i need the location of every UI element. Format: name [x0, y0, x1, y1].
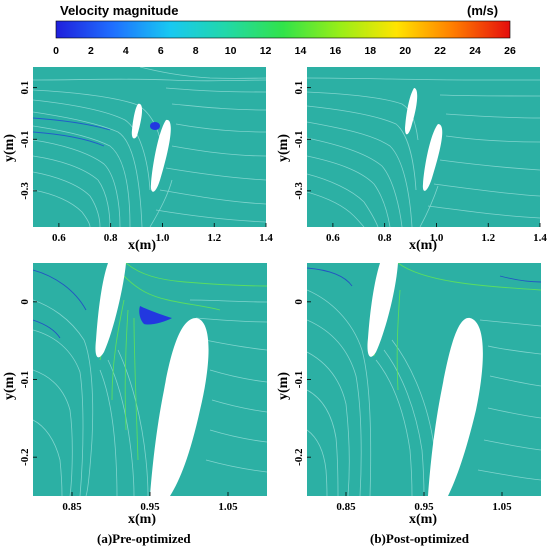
vortex-bottom-left [139, 306, 172, 325]
y-tick-label: -0.3 [19, 182, 31, 200]
plot-area-bottom-right [307, 263, 541, 496]
x-tick-label: 1.0 [156, 232, 170, 244]
streamlines-top-right [307, 77, 540, 227]
vortex-top-left [150, 122, 160, 130]
y-tick-label: -0.1 [19, 131, 31, 148]
plot-area-top-right [307, 67, 540, 227]
x-tick-label: 0.85 [62, 501, 82, 513]
xlabel-top-right: x(m) [409, 238, 437, 253]
airfoil-rear-bottom-right [428, 317, 483, 496]
x-tick-label: 1.4 [259, 232, 273, 244]
lowspeed-lines-bottom-right [307, 267, 541, 287]
x-tick-label: 1.2 [481, 232, 495, 244]
streamlines-bottom-left [33, 299, 267, 496]
panel-bottom-left: 0.85 0.95 1.05 0 -0.1 -0.2 x(m) y(m) (a)Pre-o… [2, 263, 267, 546]
xlabel-bottom-right: x(m) [409, 512, 437, 527]
colorbar-tick-label: 16 [330, 45, 342, 57]
colorbar-tick-label: 8 [193, 45, 199, 57]
y-tick-label: 0.1 [293, 81, 305, 95]
airfoil-front-bottom-left [95, 263, 126, 358]
colorbar-title: Velocity magnitude [60, 3, 178, 18]
airfoil-rear-bottom-left [150, 318, 209, 496]
x-tick-label: 1.4 [533, 232, 547, 244]
colorbar-ticks: 0 2 4 6 8 10 12 14 16 18 20 22 24 26 [53, 45, 516, 57]
colorbar-unit: (m/s) [467, 3, 498, 18]
y-tick-label: 0.1 [19, 81, 31, 95]
streamlines-bottom-right [307, 289, 541, 496]
x-tick-label: 0.8 [378, 232, 392, 244]
colorbar-tick-label: 22 [434, 45, 446, 57]
ylabel-top-right: y(m) [276, 134, 291, 162]
panel-top-right: 0.6 0.8 1.0 1.2 1.4 0.1 -0.1 -0.3 x(m) y(m) [276, 67, 547, 253]
xlabel-bottom-left: x(m) [128, 512, 156, 527]
colorbar-tick-label: 24 [469, 45, 481, 57]
airfoil-front-top-left [131, 103, 143, 139]
ticks-bottom-right: 0.85 0.95 1.05 0 -0.1 -0.2 [293, 299, 512, 513]
x-tick-label: 0.85 [336, 501, 356, 513]
x-tick-label: 1.0 [430, 232, 444, 244]
x-tick-label: 1.2 [207, 232, 221, 244]
y-tick-label: -0.2 [19, 448, 31, 466]
x-tick-label: 0.6 [326, 232, 340, 244]
colorbar-bar [55, 20, 511, 39]
lowspeed-lines-top-left [33, 117, 111, 147]
y-tick-label: 0 [19, 299, 31, 305]
airfoil-rear-top-right [422, 124, 443, 191]
airfoil-front-top-right [405, 88, 418, 135]
caption-bottom-left: (a)Pre-optimized [97, 531, 191, 546]
colorbar-tick-label: 20 [399, 45, 411, 57]
y-tick-label: -0.1 [19, 371, 31, 388]
caption-bottom-right: (b)Post-optimized [370, 531, 470, 546]
x-tick-label: 1.05 [492, 501, 512, 513]
colorbar-tick-label: 10 [225, 45, 237, 57]
y-tick-label: 0 [293, 299, 305, 305]
lowspeed-lines-bottom-left [33, 269, 87, 339]
airfoil-front-bottom-right [367, 263, 398, 357]
x-tick-label: 0.8 [104, 232, 118, 244]
plot-area-bottom-left [33, 263, 267, 496]
colorbar: Velocity magnitude (m/s) 0 2 4 6 8 10 12 14 16 18… [53, 3, 516, 57]
airfoil-rear-top-left [150, 119, 171, 192]
colorbar-tick-label: 0 [53, 45, 59, 57]
y-tick-label: -0.1 [293, 131, 305, 148]
panel-bottom-right: 0.85 0.95 1.05 0 -0.1 -0.2 x(m) y(m) (b)Post-… [276, 263, 541, 546]
x-tick-label: 0.95 [140, 501, 160, 513]
ylabel-bottom-right: y(m) [276, 372, 291, 400]
xlabel-top-left: x(m) [128, 238, 156, 253]
colorbar-tick-label: 26 [504, 45, 516, 57]
colorbar-tick-label: 4 [123, 45, 129, 57]
colorbar-tick-label: 2 [88, 45, 94, 57]
y-tick-label: -0.1 [293, 371, 305, 388]
ylabel-top-left: y(m) [2, 134, 17, 162]
ticks-bottom-left: 0.85 0.95 1.05 0 -0.1 -0.2 [19, 299, 238, 513]
streamlines-top-left [33, 67, 266, 227]
x-tick-label: 0.95 [414, 501, 434, 513]
y-tick-label: -0.3 [293, 182, 305, 200]
ticks-top-right: 0.6 0.8 1.0 1.2 1.4 0.1 -0.1 -0.3 [293, 81, 547, 244]
x-tick-label: 0.6 [52, 232, 66, 244]
colorbar-tick-label: 6 [158, 45, 164, 57]
colorbar-tick-label: 18 [364, 45, 376, 57]
colorbar-tick-label: 12 [260, 45, 272, 57]
x-tick-label: 1.05 [218, 501, 238, 513]
y-tick-label: -0.2 [293, 448, 305, 466]
ylabel-bottom-left: y(m) [2, 372, 17, 400]
colorbar-tick-label: 14 [295, 45, 307, 57]
ticks-top-left: 0.6 0.8 1.0 1.2 1.4 0.1 -0.1 -0.3 [19, 81, 273, 244]
panel-top-left: 0.6 0.8 1.0 1.2 1.4 0.1 -0.1 -0.3 x(m) y(m) [2, 67, 273, 253]
